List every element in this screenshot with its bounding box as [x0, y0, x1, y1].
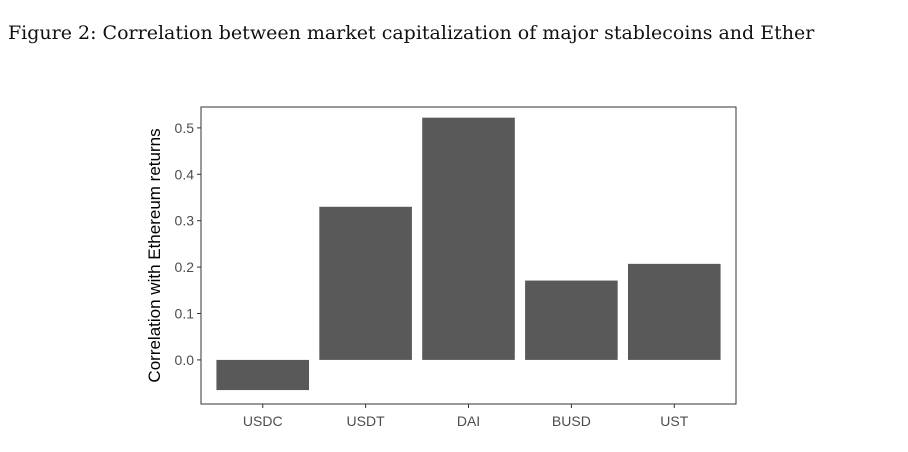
y-tick-label: 0.2 [175, 259, 195, 275]
y-axis: 0.0 0.1 0.2 0.3 0.4 0.5 [175, 120, 201, 368]
bars-group [216, 117, 721, 391]
bar-ust [627, 263, 721, 360]
bar-usdc [216, 359, 310, 391]
figure-title: Figure 2: Correlation between market cap… [8, 22, 815, 44]
bar-busd [525, 280, 618, 360]
bar-dai [422, 117, 515, 360]
y-tick-label: 0.4 [175, 166, 195, 182]
y-tick-label: 0.5 [175, 120, 195, 136]
x-tick-label-busd: BUSD [552, 413, 591, 429]
bar-usdt [319, 206, 412, 360]
x-tick-label-ust: UST [660, 413, 688, 429]
x-tick-label-usdc: USDC [243, 413, 283, 429]
y-tick-label: 0.3 [175, 213, 195, 229]
x-tick-label-dai: DAI [457, 413, 480, 429]
x-axis: USDC USDT DAI BUSD UST [243, 404, 689, 429]
y-tick-label: 0.0 [175, 352, 195, 368]
x-tick-label-usdt: USDT [347, 413, 386, 429]
y-tick-label: 0.1 [175, 306, 195, 322]
y-axis-title: Correlation with Ethereum returns [145, 128, 164, 382]
